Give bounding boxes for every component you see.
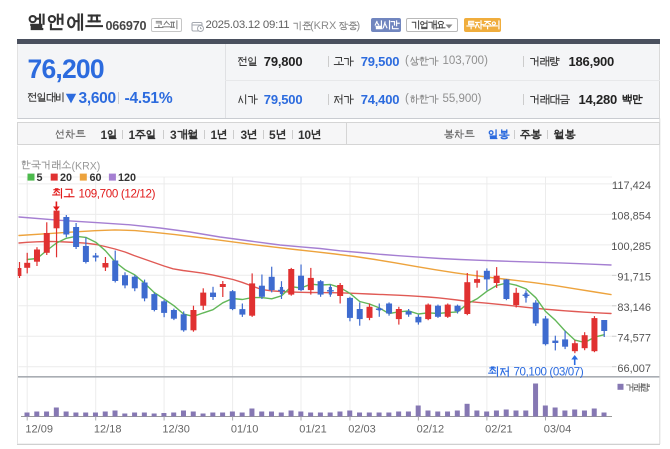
svg-text:120: 120 [118,172,136,184]
svg-text:60: 60 [90,172,102,184]
svg-text:83,146: 83,146 [617,302,651,314]
svg-text:02/21: 02/21 [485,423,513,435]
svg-text:03/04: 03/04 [544,423,572,435]
svg-text:100,285: 100,285 [611,241,651,253]
svg-text:70,100 (03/07): 70,100 (03/07) [514,366,584,379]
svg-text:12/09: 12/09 [25,423,53,435]
svg-text:02/12: 02/12 [417,423,445,435]
svg-text:01/21: 01/21 [299,423,327,435]
svg-text:109,700 (12/12): 109,700 (12/12) [79,188,156,201]
svg-text:74,577: 74,577 [617,333,651,345]
svg-text:5: 5 [37,172,43,184]
svg-text:117,424: 117,424 [612,180,651,192]
svg-text:02/03: 02/03 [348,423,376,435]
svg-text:01/10: 01/10 [231,423,259,435]
svg-text:12/30: 12/30 [162,423,190,435]
svg-text:(KRX): (KRX) [72,160,101,172]
svg-text:20: 20 [60,172,72,184]
svg-text:108,854: 108,854 [611,211,651,223]
svg-text:12/18: 12/18 [94,423,122,435]
svg-text:91,715: 91,715 [617,272,651,284]
svg-text:66,007: 66,007 [617,363,651,375]
